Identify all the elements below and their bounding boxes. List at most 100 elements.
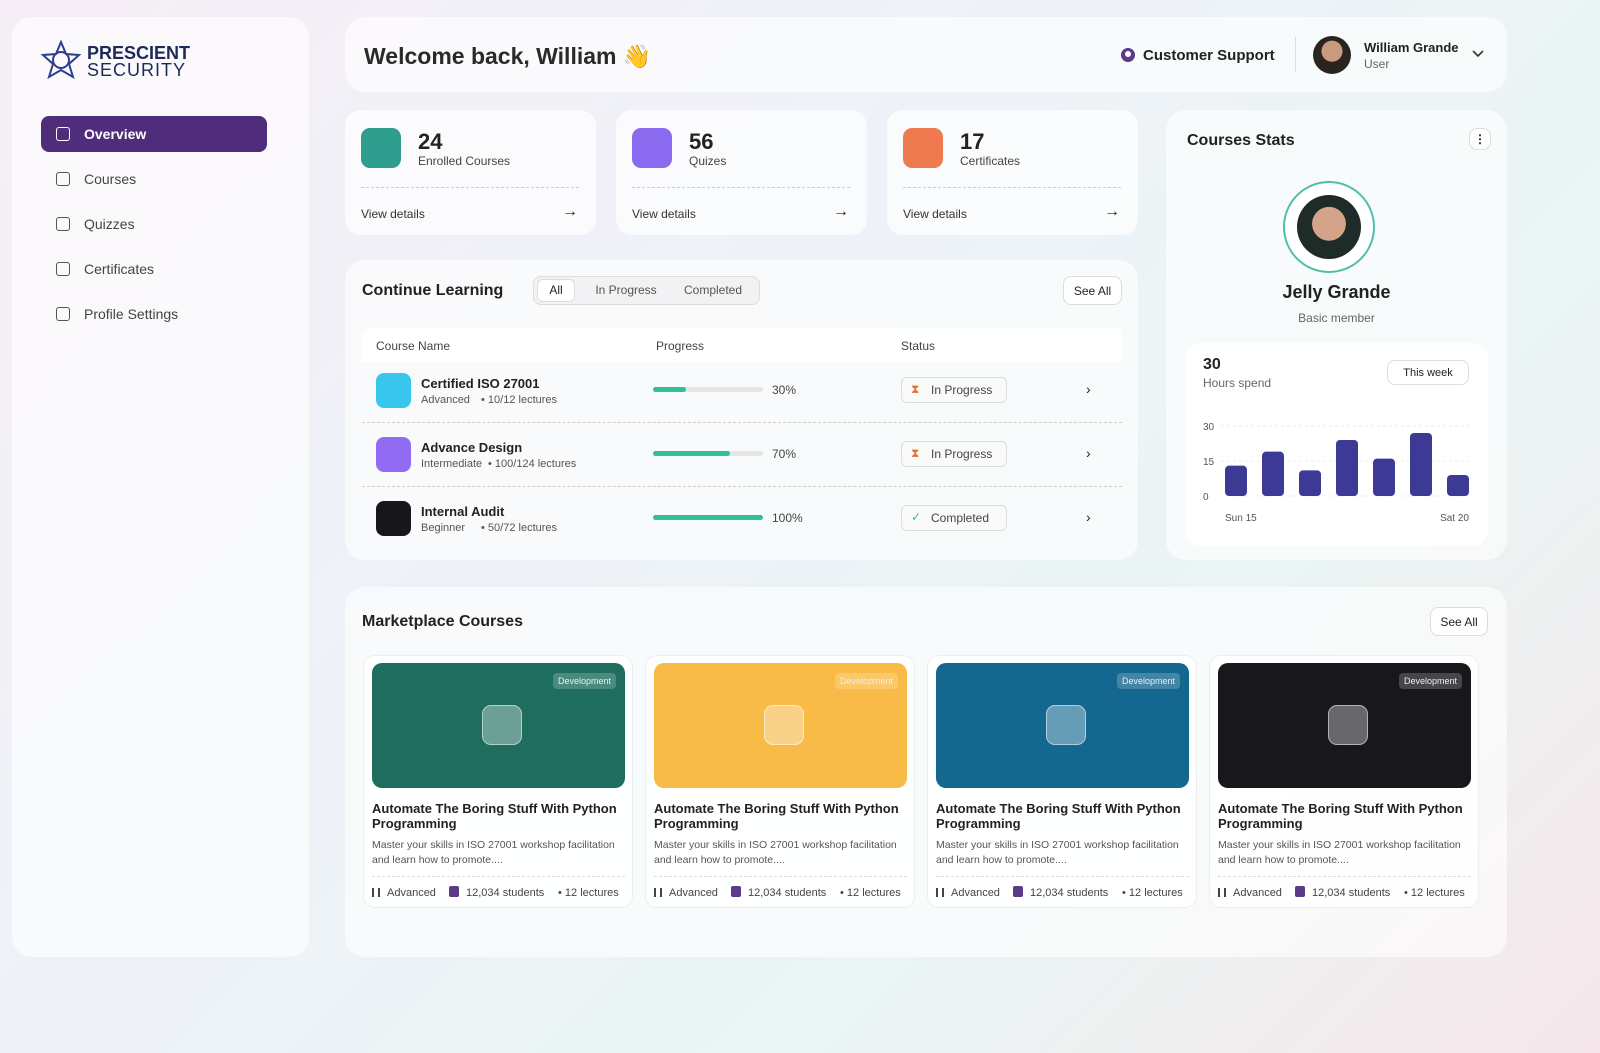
view-details-link[interactable]: View details xyxy=(361,207,425,221)
course-name[interactable]: Certified ISO 27001 xyxy=(421,376,540,391)
card-title[interactable]: Automate The Boring Stuff With Python Pr… xyxy=(936,801,1181,831)
bar xyxy=(1225,465,1247,496)
status-text: In Progress xyxy=(931,383,993,397)
see-all-button[interactable]: See All xyxy=(1430,607,1488,636)
level-icon xyxy=(1218,888,1226,897)
row-divider xyxy=(362,486,1122,487)
tab[interactable]: All xyxy=(549,283,563,297)
y-tick-label: 0 xyxy=(1203,492,1209,503)
dashed-divider xyxy=(903,187,1121,188)
stat-value: 17 xyxy=(960,129,985,154)
students-icon xyxy=(731,886,741,897)
dashed-divider xyxy=(361,187,579,188)
progress-fill xyxy=(653,515,763,520)
card-lectures: 12 lectures xyxy=(558,887,619,899)
user-role: User xyxy=(1364,57,1390,71)
card-image xyxy=(654,663,907,788)
stat-label: Certificates xyxy=(960,154,1021,168)
card-title[interactable]: Automate The Boring Stuff With Python Pr… xyxy=(654,801,899,831)
hours-value: 30 xyxy=(1203,356,1221,373)
row-chevron[interactable]: › xyxy=(1086,445,1091,461)
tab[interactable]: In Progress xyxy=(595,283,657,297)
table-header xyxy=(362,328,1122,362)
card-description: Master your skills in ISO 27001 workshop… xyxy=(372,839,615,866)
see-all-button[interactable]: See All xyxy=(1063,276,1122,305)
stat-icon xyxy=(361,128,401,168)
bar xyxy=(1262,451,1284,496)
user-menu-chevron[interactable] xyxy=(1472,50,1484,58)
nav-active-bg xyxy=(41,116,267,152)
card-icon xyxy=(1328,705,1368,745)
card-lectures: 12 lectures xyxy=(1122,887,1183,899)
logo-line2: SECURITY xyxy=(87,60,187,80)
row-chevron[interactable]: › xyxy=(1086,381,1091,397)
course-name[interactable]: Internal Audit xyxy=(421,504,505,519)
tab[interactable]: Completed xyxy=(683,283,743,297)
status-icon: ⧗ xyxy=(911,382,920,396)
view-details-link[interactable]: View details xyxy=(632,207,696,221)
card-description: Master your skills in ISO 27001 workshop… xyxy=(1218,839,1461,866)
course-lectures: 50/72 lectures xyxy=(481,522,557,534)
tab-active-bg xyxy=(537,279,575,302)
card-image xyxy=(372,663,625,788)
card-title[interactable]: Automate The Boring Stuff With Python Pr… xyxy=(372,801,617,831)
course-level: Beginner xyxy=(421,522,466,534)
sidebar: PRESCIENT SECURITY xyxy=(12,17,309,957)
course-lectures: 10/12 lectures xyxy=(481,394,557,406)
row-chevron[interactable]: › xyxy=(1086,509,1091,525)
card-level: Advanced xyxy=(669,887,718,899)
nav-icon xyxy=(56,307,70,321)
nav-item[interactable]: Profile Settings xyxy=(84,306,179,322)
arrow-icon[interactable]: → xyxy=(833,203,849,220)
card-divider xyxy=(1218,876,1471,877)
status-badge xyxy=(901,441,1007,467)
hours-chart: 0 15 30 Sun 15 Sat 20 xyxy=(1203,422,1470,524)
nav-item[interactable]: Quizzes xyxy=(84,216,135,232)
support-icon xyxy=(1121,48,1135,62)
user-avatar[interactable] xyxy=(1313,36,1351,74)
status-icon: ✓ xyxy=(911,510,922,524)
stat-label: Quizes xyxy=(689,154,727,168)
card-image xyxy=(936,663,1189,788)
nav-item[interactable]: Overview xyxy=(84,126,147,142)
bar xyxy=(1447,475,1469,496)
view-details-link[interactable]: View details xyxy=(903,207,967,221)
card-lectures: 12 lectures xyxy=(1404,887,1465,899)
card-students: 12,034 students xyxy=(1030,887,1109,899)
card-description: Master your skills in ISO 27001 workshop… xyxy=(654,839,897,866)
user-name[interactable]: William Grande xyxy=(1364,40,1459,55)
stat-value: 56 xyxy=(689,129,714,154)
support-link[interactable]: Customer Support xyxy=(1143,47,1275,64)
profile-avatar xyxy=(1297,195,1361,259)
divider xyxy=(1295,37,1296,72)
progress-label: 100% xyxy=(772,511,803,525)
card-icon xyxy=(764,705,804,745)
card-students: 12,034 students xyxy=(748,887,827,899)
nav-item[interactable]: Courses xyxy=(84,171,137,187)
students-icon xyxy=(1295,886,1305,897)
status-badge xyxy=(901,377,1007,403)
nav-item[interactable]: Certificates xyxy=(84,261,155,277)
more-button[interactable]: ⋮ xyxy=(1469,128,1491,150)
status-text: Completed xyxy=(931,511,990,525)
y-tick-label: 30 xyxy=(1203,422,1215,433)
stat-icon xyxy=(632,128,672,168)
card-tag: Development xyxy=(1398,673,1462,689)
level-icon xyxy=(372,888,380,897)
status-icon: ⧗ xyxy=(911,446,920,460)
arrow-icon[interactable]: → xyxy=(562,203,578,220)
welcome: Welcome back, William 👋 xyxy=(364,43,652,69)
profile-name: Jelly Grande xyxy=(1282,282,1391,302)
students-icon xyxy=(449,886,459,897)
bar xyxy=(1373,458,1395,496)
card-title[interactable]: Automate The Boring Stuff With Python Pr… xyxy=(1218,801,1463,831)
period-dropdown[interactable]: This week xyxy=(1387,360,1469,385)
course-name[interactable]: Advance Design xyxy=(421,440,523,455)
column-header: Progress xyxy=(656,339,705,353)
nav-icon xyxy=(56,127,70,141)
arrow-icon[interactable]: → xyxy=(1104,203,1120,220)
nav-icon xyxy=(56,172,70,186)
card-level: Advanced xyxy=(1233,887,1282,899)
card-icon xyxy=(1046,705,1086,745)
x-tick-label: Sun 15 xyxy=(1225,513,1257,524)
